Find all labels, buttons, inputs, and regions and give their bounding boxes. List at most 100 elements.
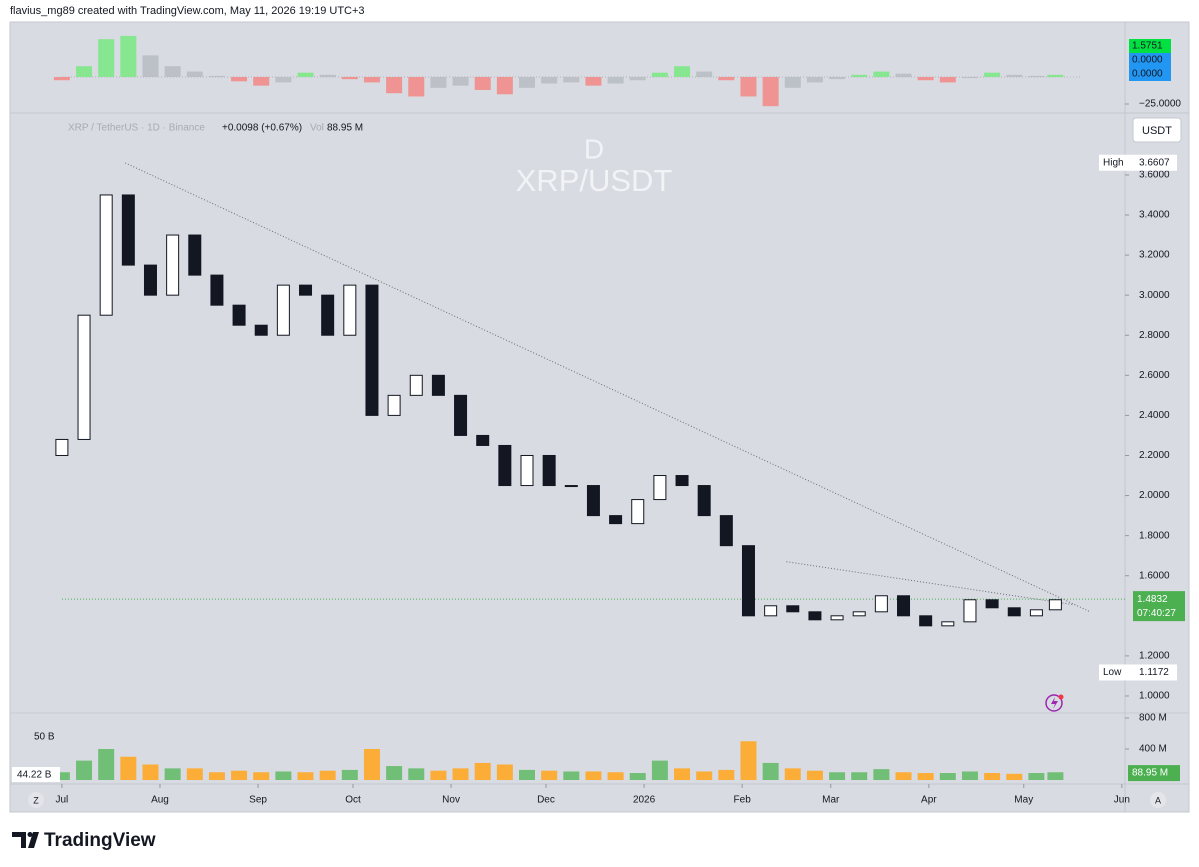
y-tick-label: 1.6000 xyxy=(1139,570,1170,581)
histogram-bar xyxy=(674,66,691,77)
candle-body xyxy=(631,499,645,525)
x-tick-label: Feb xyxy=(734,795,752,806)
candle-body xyxy=(897,595,911,617)
quote-volume-box xyxy=(12,767,60,782)
histogram-bar xyxy=(1006,74,1023,77)
histogram-bar xyxy=(208,75,225,77)
low-label: 1.1172 xyxy=(1139,667,1169,678)
indicator-value-box xyxy=(1129,39,1171,53)
volume-bar xyxy=(851,772,868,780)
histogram-bar xyxy=(651,72,668,77)
volume-bar xyxy=(341,769,358,780)
histogram-bar xyxy=(961,76,978,79)
x-tick-label: Mar xyxy=(822,795,840,806)
logo-mark xyxy=(27,832,33,837)
volume-bar xyxy=(806,770,823,780)
legend-volume-label: Vol xyxy=(310,123,324,134)
histogram-bar xyxy=(939,76,956,83)
volume-bar xyxy=(873,769,890,780)
volume-bar xyxy=(474,762,491,780)
volume-bar xyxy=(607,772,624,780)
volume-bar xyxy=(297,772,314,780)
volume-bar xyxy=(740,741,757,780)
last-price-label: 1.4832 xyxy=(1137,594,1168,605)
histogram-bar xyxy=(76,66,93,77)
histogram-bar xyxy=(496,76,513,95)
x-tick-label: Jul xyxy=(55,795,68,806)
volume-bar xyxy=(142,764,159,780)
candle-body xyxy=(808,611,822,621)
histogram-bar xyxy=(430,76,447,88)
volume-bar xyxy=(696,771,713,780)
histogram-bar xyxy=(253,76,270,86)
histogram-bar xyxy=(585,76,602,86)
volume-bar xyxy=(829,772,846,780)
candle-body xyxy=(232,304,246,326)
volume-bar xyxy=(563,771,580,780)
scale-button-label[interactable]: Z xyxy=(33,795,39,805)
volume-bar xyxy=(1028,773,1045,780)
candle-body xyxy=(498,444,512,487)
candle-body xyxy=(409,374,423,396)
candle-body xyxy=(1007,607,1021,617)
histogram-bar xyxy=(541,76,558,84)
volume-bar xyxy=(430,770,447,780)
histogram-bar xyxy=(164,66,181,77)
candle-body xyxy=(653,475,667,501)
left-scale-label: 50 B xyxy=(34,732,55,743)
y-tick-label: 3.2000 xyxy=(1139,250,1170,261)
indicator-value-box xyxy=(1129,53,1171,67)
candle-body xyxy=(609,515,623,525)
high-label: 3.6607 xyxy=(1139,157,1170,168)
last-volume-label: 88.95 M xyxy=(1132,768,1168,779)
alert-icon[interactable] xyxy=(1045,694,1063,712)
x-tick-label: Sep xyxy=(249,795,267,806)
volume-bar xyxy=(939,773,956,780)
volume-bar xyxy=(363,748,380,780)
logo-mark xyxy=(12,832,26,848)
scale-button[interactable] xyxy=(1150,792,1166,808)
histogram-bar xyxy=(186,71,203,77)
histogram-bar xyxy=(386,76,403,94)
candle-body xyxy=(431,374,445,396)
watermark: XRP/USDT xyxy=(516,163,673,198)
indicator-value-label: 0.0000 xyxy=(1132,55,1163,66)
candle-body xyxy=(852,611,866,617)
y-tick-label: 2.0000 xyxy=(1139,490,1170,501)
y-tick-label: 3.4000 xyxy=(1139,210,1170,221)
histogram-bar xyxy=(629,76,646,81)
candle-body xyxy=(675,475,689,487)
low-box xyxy=(1099,664,1177,681)
y-tick-label: 3.6000 xyxy=(1139,170,1170,181)
histogram-bar xyxy=(740,76,757,97)
candle-body xyxy=(919,615,933,627)
candle-body xyxy=(77,314,91,440)
currency-button[interactable] xyxy=(1132,117,1182,143)
volume-bar xyxy=(53,772,70,780)
volume-bar xyxy=(674,768,691,780)
histogram-bar xyxy=(806,76,823,83)
y-tick-label: 1.0000 xyxy=(1139,691,1170,702)
scale-button-label[interactable]: A xyxy=(1155,795,1161,805)
volume-bar xyxy=(186,768,203,780)
volume-bar xyxy=(386,766,403,780)
last-price-box xyxy=(1133,591,1185,622)
x-tick-label: Oct xyxy=(345,795,361,806)
logo-mark xyxy=(28,832,39,848)
volume-bar xyxy=(784,768,801,780)
currency-button-label[interactable]: USDT xyxy=(1142,125,1172,137)
scale-button[interactable] xyxy=(28,792,44,808)
candle-body xyxy=(276,284,290,336)
histogram-bar xyxy=(142,55,159,77)
x-tick-label: Jun xyxy=(1114,795,1130,806)
histogram-bar xyxy=(297,72,314,77)
histogram-bar xyxy=(873,71,890,77)
x-tick-label: Nov xyxy=(442,795,460,806)
legend-symbol: XRP / TetherUS · 1D · Binance xyxy=(68,123,205,134)
volume-bar xyxy=(629,773,646,780)
histogram-bar xyxy=(452,76,469,86)
volume-bar xyxy=(984,773,1001,780)
candle-body xyxy=(542,454,556,487)
footer-logo xyxy=(12,832,39,848)
